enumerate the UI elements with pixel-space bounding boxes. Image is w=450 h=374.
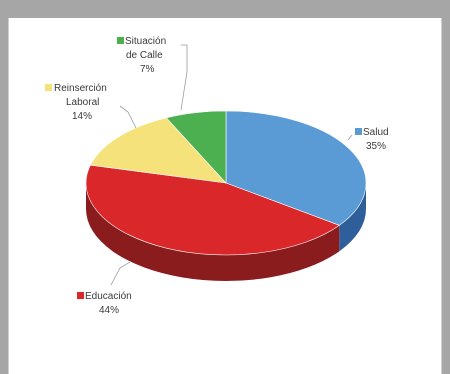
label-educacion-name: Educación [85,291,132,302]
leader-lines [110,44,353,286]
pie-tops [85,110,367,256]
label-salud: Salud 35% [355,127,389,152]
leader-line-1 [119,105,137,129]
pie-slice-1 [85,164,340,256]
figure-panel [8,18,442,374]
pie-side-0 [339,183,366,252]
leader-line-2 [110,261,131,286]
label-reinsercion-value: 14% [72,111,92,122]
leader-line-3 [347,134,353,141]
label-reinsercion-line1: Reinserción [54,83,107,94]
pie-slice-2 [89,117,227,184]
label-reinsercion: Reinserción Laboral 14% [45,83,107,122]
legend-swatch-salud [355,128,362,135]
label-educacion-value: 44% [99,305,119,316]
leader-line-0 [180,44,188,111]
pie-slice-0 [225,110,367,226]
pie-side-1 [86,183,340,282]
label-situacion-value: 7% [140,64,155,75]
label-situacion-line2: de Calle [126,50,163,61]
label-salud-name: Salud [363,127,389,138]
pie-slice-3 [165,110,227,184]
label-educacion: Educación 44% [77,291,132,316]
legend-swatch-reinsercion [45,84,52,91]
legend-swatch-educacion [77,292,84,299]
label-reinsercion-line2: Laboral [66,97,99,108]
legend-swatch-situacion [117,37,124,44]
label-situacion-line1: Situación [125,36,166,47]
pie-sides [86,183,366,282]
label-salud-value: 35% [366,141,386,152]
label-situacion: Situación de Calle 7% [117,36,166,75]
